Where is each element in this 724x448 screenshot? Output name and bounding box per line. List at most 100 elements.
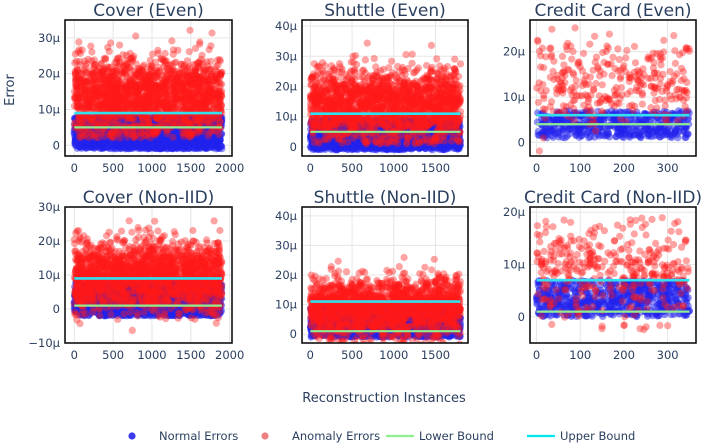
anomaly-error-point bbox=[137, 99, 145, 107]
anomaly-error-point bbox=[72, 57, 81, 65]
anomaly-error-point bbox=[158, 79, 166, 87]
normal-error-point bbox=[137, 140, 145, 148]
anomaly-error-point bbox=[74, 94, 82, 102]
normal-error-point bbox=[123, 141, 131, 149]
normal-error-point bbox=[209, 140, 217, 148]
anomaly-error-point bbox=[195, 113, 203, 121]
anomaly-error-point bbox=[107, 131, 115, 139]
normal-error-point bbox=[109, 114, 117, 122]
anomaly-error-point bbox=[196, 38, 204, 46]
anomaly-error-point bbox=[144, 83, 152, 91]
anomaly-error-point bbox=[76, 49, 84, 58]
anomaly-error-point bbox=[169, 46, 178, 54]
anomaly-error-point bbox=[120, 94, 128, 102]
anomaly-error-point bbox=[217, 101, 225, 109]
y-tick-label: 30μ bbox=[38, 31, 61, 45]
anomaly-error-point bbox=[122, 66, 130, 74]
normal-error-point bbox=[204, 144, 212, 152]
anomaly-error-point bbox=[95, 102, 103, 110]
normal-error-point bbox=[103, 143, 111, 151]
anomaly-error-point bbox=[70, 87, 79, 95]
anomaly-error-point bbox=[134, 86, 142, 94]
anomaly-error-point bbox=[107, 39, 115, 47]
x-tick-label: 2000 bbox=[215, 161, 244, 175]
anomaly-error-point bbox=[90, 69, 98, 77]
anomaly-error-point bbox=[155, 68, 163, 76]
anomaly-error-point bbox=[179, 130, 187, 138]
anomaly-error-point bbox=[205, 80, 213, 88]
anomaly-error-point bbox=[105, 63, 113, 71]
anomaly-error-point bbox=[213, 56, 222, 64]
anomaly-error-point bbox=[143, 117, 151, 125]
anomaly-error-point bbox=[208, 29, 216, 37]
normal-error-point bbox=[71, 114, 79, 122]
anomaly-error-point bbox=[159, 100, 167, 108]
anomaly-error-point bbox=[126, 55, 134, 63]
anomaly-error-point bbox=[186, 26, 194, 34]
normal-error-point bbox=[212, 131, 220, 139]
anomaly-error-point bbox=[198, 51, 206, 59]
anomaly-error-point bbox=[169, 100, 177, 108]
x-tick-label: 1000 bbox=[137, 161, 166, 175]
anomaly-error-point bbox=[191, 71, 199, 80]
anomaly-error-point bbox=[194, 85, 202, 93]
anomaly-error-point bbox=[73, 66, 81, 74]
anomaly-error-point bbox=[191, 44, 200, 53]
anomaly-error-point bbox=[116, 41, 124, 49]
anomaly-error-point bbox=[121, 85, 129, 93]
normal-error-point bbox=[185, 145, 193, 153]
anomaly-error-point bbox=[152, 95, 160, 103]
anomaly-error-point bbox=[82, 60, 91, 68]
x-tick-label: 500 bbox=[102, 161, 124, 175]
anomaly-error-point bbox=[207, 42, 215, 50]
anomaly-error-point bbox=[77, 119, 85, 127]
anomaly-error-point bbox=[186, 95, 194, 103]
anomaly-error-point bbox=[188, 130, 197, 138]
anomaly-error-point bbox=[168, 37, 176, 45]
anomaly-error-point bbox=[172, 90, 181, 98]
x-tick-label: 1500 bbox=[176, 161, 205, 175]
anomaly-error-point bbox=[178, 83, 186, 92]
anomaly-error-point bbox=[133, 71, 141, 79]
x-tick-label: 0 bbox=[71, 161, 78, 175]
x-axis-label: Reconstruction Instances bbox=[302, 391, 466, 406]
anomaly-error-point bbox=[164, 62, 172, 70]
anomaly-error-point bbox=[214, 93, 222, 101]
anomaly-error-point bbox=[101, 74, 109, 82]
anomaly-error-point bbox=[213, 68, 221, 76]
anomaly-error-point bbox=[76, 133, 84, 141]
anomaly-error-point bbox=[88, 132, 96, 140]
anomaly-error-point bbox=[101, 92, 109, 100]
anomaly-error-point bbox=[172, 58, 180, 66]
anomaly-error-point bbox=[139, 67, 147, 75]
anomaly-error-point bbox=[124, 133, 132, 141]
normal-error-point bbox=[190, 145, 198, 153]
anomaly-error-point bbox=[75, 38, 83, 46]
normal-error-point bbox=[83, 113, 91, 121]
normal-error-point bbox=[71, 139, 80, 147]
normal-error-point bbox=[175, 141, 183, 149]
anomaly-error-point bbox=[207, 57, 215, 65]
y-tick-label: 0 bbox=[53, 138, 60, 152]
panel-title: Cover (Even) bbox=[93, 1, 203, 21]
anomaly-error-point bbox=[132, 32, 140, 40]
anomaly-errors-series bbox=[70, 26, 226, 142]
anomaly-error-point bbox=[148, 63, 156, 71]
anomaly-error-point bbox=[185, 48, 193, 56]
anomaly-error-point bbox=[130, 114, 138, 122]
anomaly-error-point bbox=[108, 105, 116, 113]
anomaly-error-point bbox=[194, 63, 202, 71]
anomaly-error-point bbox=[146, 98, 154, 107]
anomaly-error-point bbox=[146, 56, 154, 64]
plot-area bbox=[70, 26, 226, 153]
anomaly-error-point bbox=[84, 103, 92, 111]
anomaly-error-point bbox=[108, 73, 116, 81]
normal-error-point bbox=[143, 140, 151, 149]
anomaly-error-point bbox=[132, 60, 140, 68]
anomaly-error-point bbox=[73, 80, 81, 88]
anomaly-error-point bbox=[114, 54, 122, 62]
anomaly-error-point bbox=[88, 48, 96, 56]
